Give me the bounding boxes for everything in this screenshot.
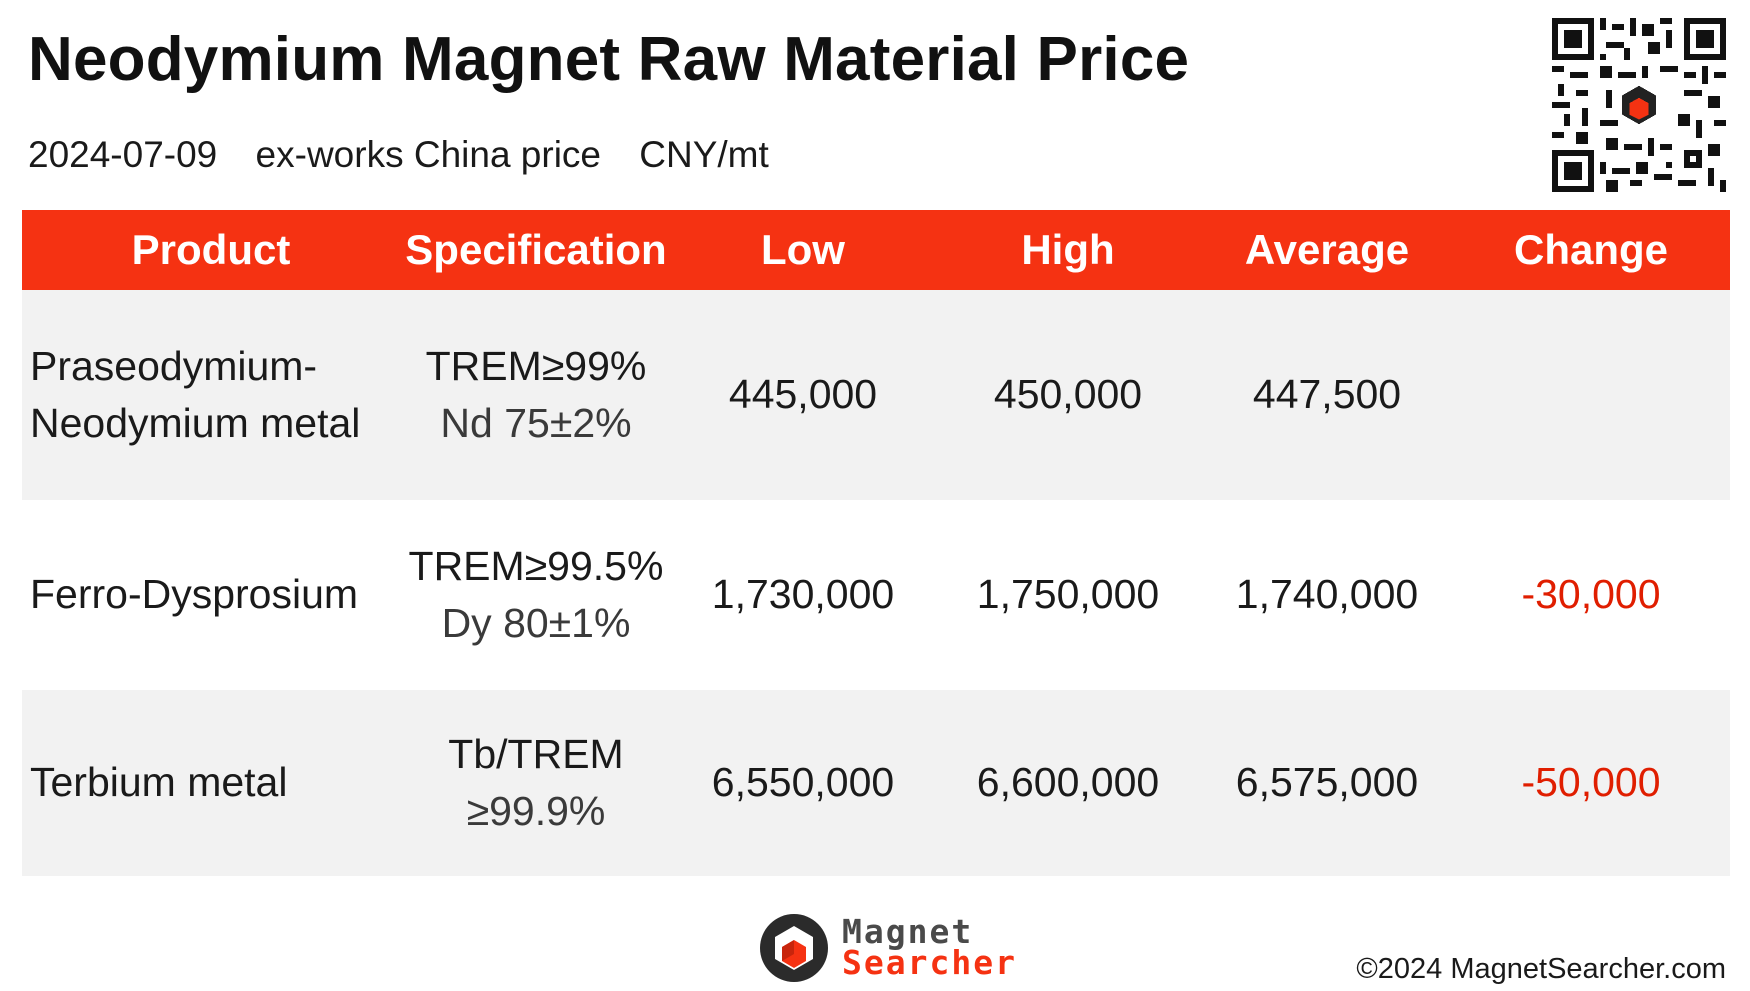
specification-cell: Tb/TREM ≥99.9%: [400, 690, 672, 876]
spec-line-2: Nd 75±2%: [440, 400, 632, 446]
product-cell: Terbium metal: [30, 759, 288, 806]
column-header-change: Change: [1513, 226, 1668, 273]
specification-cell: TREM≥99.5% Dy 80±1%: [400, 500, 672, 690]
high-cell: 450,000: [993, 371, 1143, 418]
column-header-product: Product: [131, 226, 291, 273]
low-cell: 445,000: [728, 371, 878, 418]
average-cell: 6,575,000: [1235, 759, 1419, 806]
spec-line-1: TREM≥99%: [425, 342, 647, 389]
low-cell: 1,730,000: [711, 571, 895, 618]
subtitle-line: 2024-07-09 ex-works China price CNY/mt: [28, 134, 797, 176]
table-row: Ferro-Dysprosium TREM≥99.5% Dy 80±1% 1,7…: [22, 500, 1730, 690]
table-row: Terbium metal Tb/TREM ≥99.9% 6,550,000 6…: [22, 690, 1730, 876]
brand-name-line-1: Magnet: [842, 912, 974, 951]
product-cell: Praseodymium-Neodymium metal: [30, 342, 361, 446]
change-cell: -30,000: [1521, 571, 1661, 618]
table-row: Praseodymium-Neodymium metal TREM≥99% Nd…: [22, 290, 1730, 500]
high-cell: 1,750,000: [976, 571, 1160, 618]
column-header-average: Average: [1244, 226, 1410, 273]
change-cell: [1452, 290, 1730, 500]
qr-code-icon: [1552, 18, 1726, 192]
price-basis: ex-works China price: [255, 134, 601, 175]
high-cell: 6,600,000: [976, 759, 1160, 806]
page-title: Neodymium Magnet Raw Material Price: [28, 25, 1190, 94]
price-table: Product Specification Low High Average C…: [22, 210, 1730, 876]
spec-line-1: TREM≥99.5%: [408, 542, 664, 589]
table-header: Product Specification Low High Average C…: [22, 210, 1730, 290]
product-cell: Ferro-Dysprosium: [30, 571, 359, 618]
magnet-searcher-logo-icon: [760, 914, 828, 982]
column-header-low: Low: [761, 226, 845, 273]
low-cell: 6,550,000: [711, 759, 895, 806]
column-header-high: High: [1021, 226, 1115, 273]
spec-line-1: Tb/TREM: [448, 730, 624, 777]
specification-cell: TREM≥99% Nd 75±2%: [400, 290, 672, 500]
brand-name-line-2: Searcher: [842, 943, 1017, 982]
price-unit: CNY/mt: [639, 134, 769, 175]
change-cell: -50,000: [1521, 759, 1661, 806]
copyright-text: ©2024 MagnetSearcher.com: [1356, 953, 1726, 985]
spec-line-2: ≥99.9%: [466, 788, 606, 834]
price-date: 2024-07-09: [28, 134, 218, 175]
column-header-specification: Specification: [405, 226, 667, 273]
average-cell: 447,500: [1252, 371, 1402, 418]
spec-line-2: Dy 80±1%: [441, 600, 631, 646]
average-cell: 1,740,000: [1235, 571, 1419, 618]
